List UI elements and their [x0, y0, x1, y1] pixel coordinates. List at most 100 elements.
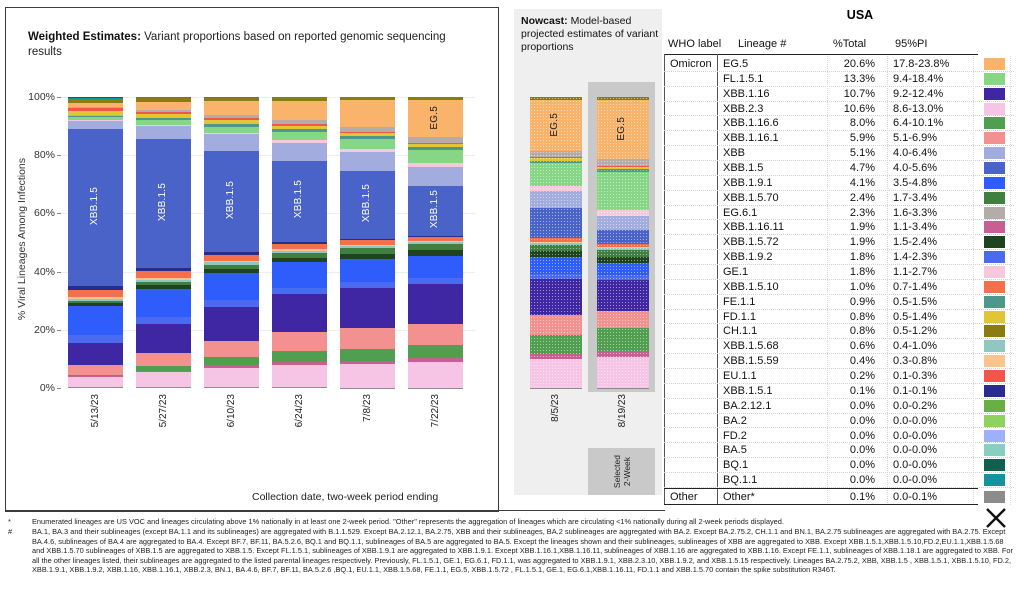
segment-XBB[interactable]: [204, 134, 259, 152]
segment-XBB.1.16.6[interactable]: [68, 374, 123, 377]
segment-XBB.1.16.6[interactable]: [204, 357, 259, 366]
segment-XBB.1.16[interactable]: [204, 307, 259, 341]
segment-XBB.1.9.1[interactable]: [340, 258, 395, 283]
segment-EU.1.1[interactable]: [272, 123, 327, 126]
segment-XBB.1.5.72[interactable]: [408, 250, 463, 256]
segment-FD.1.1[interactable]: [340, 133, 395, 137]
segment-XBB.1.5.10[interactable]: [204, 254, 259, 261]
segment-XBB.1.16.1[interactable]: [204, 340, 259, 358]
segment-XBB.1.5.70[interactable]: [272, 252, 327, 258]
segment-FD.1.1[interactable]: [68, 111, 123, 116]
segment-XBB.1.16[interactable]: [408, 283, 463, 324]
segment-XBB.2.3[interactable]: [340, 364, 395, 388]
segment-XBB.1.16.1[interactable]: [272, 331, 327, 352]
segment-EG.6.1[interactable]: [68, 107, 123, 109]
segment-FE.1.1[interactable]: [272, 129, 327, 132]
segment-EG.6.1[interactable]: [136, 109, 191, 112]
segment-FL.1.5.1[interactable]: [340, 138, 395, 150]
segment-XBB.1.5.59[interactable]: [272, 249, 327, 251]
segment-XBB.1.16[interactable]: [272, 294, 327, 332]
segment-BQ.1.1[interactable]: [204, 97, 259, 98]
segment-XBB.1.16.1[interactable]: [530, 315, 582, 335]
segment-XBB.1.16.1[interactable]: [340, 328, 395, 349]
segment-CH.1.1[interactable]: [408, 97, 463, 100]
segment-XBB.1.16.6[interactable]: [340, 348, 395, 361]
selected-two-week-box[interactable]: Selected 2-Week: [588, 448, 655, 495]
segment-XBB[interactable]: [68, 120, 123, 130]
segment-BQ.1.1[interactable]: [68, 97, 123, 99]
bar-5/13/23[interactable]: [68, 97, 123, 388]
segment-FE.1.1[interactable]: [340, 136, 395, 139]
segment-XBB.2.3[interactable]: [408, 362, 463, 388]
bar-5/27/23[interactable]: [136, 97, 191, 388]
segment-FL.1.5.1[interactable]: [204, 126, 259, 133]
segment-XBB.1.9.2[interactable]: [204, 300, 259, 308]
segment-FL.1.5.1[interactable]: [272, 131, 327, 141]
segment-XBB.1.16[interactable]: [136, 324, 191, 353]
segment-XBB.1.16.1[interactable]: [136, 352, 191, 367]
segment-XBB.1.16[interactable]: [340, 288, 395, 328]
bar-6/24/23[interactable]: [272, 97, 327, 388]
segment-CH.1.1[interactable]: [136, 98, 191, 103]
segment-XBB.2.3[interactable]: [272, 364, 327, 388]
segment-XBB[interactable]: [340, 152, 395, 171]
segment-XBB[interactable]: [272, 142, 327, 161]
segment-XBB.2.3[interactable]: [530, 359, 582, 388]
bar-8/19/23[interactable]: [597, 97, 649, 388]
segment-XBB.1.5.72[interactable]: [68, 303, 123, 307]
segment-XBB.1.5[interactable]: [597, 230, 649, 245]
segment-XBB.1.16.11[interactable]: [408, 357, 463, 363]
segment-XBB.1.5.70[interactable]: [68, 301, 123, 304]
segment-FE.1.1[interactable]: [408, 146, 463, 150]
segment-XBB.1.5[interactable]: [204, 151, 259, 253]
segment-XBB.1.5.59[interactable]: [340, 244, 395, 247]
segment-FD.2[interactable]: [68, 115, 123, 116]
segment-XBB.1.5.1[interactable]: [272, 241, 327, 244]
segment-XBB.1.9.2[interactable]: [408, 277, 463, 284]
segment-XBB.1.5.1[interactable]: [408, 236, 463, 238]
segment-XBB.1.5.68[interactable]: [408, 242, 463, 245]
segment-FD.1.1[interactable]: [136, 114, 191, 119]
segment-XBB.1.5[interactable]: [530, 207, 582, 238]
segment-XBB.1.5.72[interactable]: [340, 253, 395, 259]
segment-XBB.1.16.11[interactable]: [272, 361, 327, 365]
segment-XBB.1.5.70[interactable]: [340, 248, 395, 254]
segment-XBB[interactable]: [597, 215, 649, 231]
segment-XBB.1.5.72[interactable]: [204, 268, 259, 273]
segment-EG.6.1[interactable]: [272, 120, 327, 124]
segment-XBB.1.5.1[interactable]: [340, 238, 395, 241]
segment-XBB.1.5.68[interactable]: [272, 250, 327, 253]
segment-XBB.1.9.2[interactable]: [136, 317, 191, 325]
segment-XBB.2.3[interactable]: [136, 372, 191, 388]
segment-CH.1.1[interactable]: [68, 98, 123, 103]
segment-XBB.1.9.1[interactable]: [136, 288, 191, 318]
segment-XBB.1.16.6[interactable]: [597, 328, 649, 352]
segment-XBB.1.16.6[interactable]: [408, 344, 463, 358]
segment-XBB.1.16[interactable]: [530, 279, 582, 316]
segment-FD.1.1[interactable]: [204, 120, 259, 125]
segment-XBB[interactable]: [136, 125, 191, 140]
segment-GE.1[interactable]: [340, 149, 395, 153]
segment-EG.6.1[interactable]: [204, 115, 259, 118]
segment-XBB.1.5.68[interactable]: [340, 246, 395, 249]
segment-EG.6.1[interactable]: [530, 150, 582, 158]
segment-FL.1.5.1[interactable]: [597, 171, 649, 211]
segment-FL.1.5.1[interactable]: [530, 163, 582, 186]
segment-XBB.1.16.11[interactable]: [204, 365, 259, 368]
segment-XBB[interactable]: [408, 167, 463, 186]
segment-XBB.1.16.6[interactable]: [530, 334, 582, 355]
segment-FD.1.1[interactable]: [408, 144, 463, 147]
segment-XBB.1.16.1[interactable]: [68, 364, 123, 375]
segment-FL.1.5.1[interactable]: [136, 120, 191, 125]
segment-XBB.1.5.59[interactable]: [136, 277, 191, 280]
segment-EG.5[interactable]: [340, 100, 395, 128]
segment-EG.5[interactable]: [272, 100, 327, 121]
segment-XBB.1.5.70[interactable]: [530, 244, 582, 252]
segment-XBB.1.9.2[interactable]: [68, 335, 123, 343]
bar-8/5/23[interactable]: [530, 97, 582, 388]
segment-XBB.1.5.10[interactable]: [136, 271, 191, 278]
segment-EG.5[interactable]: [136, 102, 191, 110]
segment-XBB.1.16.11[interactable]: [68, 376, 123, 377]
segment-EU.1.1[interactable]: [408, 142, 463, 145]
segment-GE.1[interactable]: [204, 132, 259, 135]
